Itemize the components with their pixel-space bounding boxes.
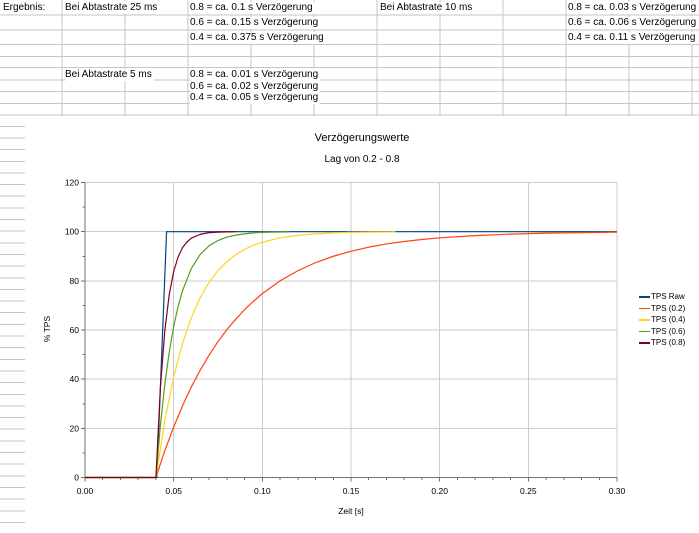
- legend-line-icon: [639, 342, 650, 344]
- y-axis-title: % TPS: [42, 315, 52, 343]
- cell-lag04-10ms[interactable]: 0.4 = ca. 0.11 s Verzögerung: [568, 32, 698, 44]
- legend-line-icon: [639, 307, 650, 309]
- cell-lag08-25ms[interactable]: 0.8 = ca. 0.1 s Verzögerung: [190, 2, 315, 14]
- legend-line-icon: [639, 296, 650, 298]
- legend-label: TPS (0.8): [651, 338, 686, 348]
- legend-item-tps-04: TPS (0.4): [639, 314, 685, 326]
- legend-item-tps-06: TPS (0.6): [639, 326, 685, 338]
- x-axis-title: Zeit [s]: [338, 506, 364, 516]
- legend-label: TPS (0.4): [651, 315, 686, 325]
- cell-lag06-10ms[interactable]: 0.6 = ca. 0.06 s Verzögerung: [568, 17, 699, 29]
- chart-subtitle: Lag von 0.2 - 0.8: [324, 154, 400, 165]
- series-line-TPS (0.2): [85, 231, 618, 479]
- x-tick-label: 0.15: [343, 486, 360, 496]
- series-line-TPS (0.4): [85, 231, 396, 479]
- x-tick-label: 0.00: [77, 486, 94, 496]
- legend-label: TPS (0.2): [651, 303, 686, 313]
- series-line-TPS (0.8): [85, 231, 236, 479]
- y-tick-label: 40: [70, 374, 80, 384]
- cell-lag08-5ms[interactable]: 0.8 = ca. 0.01 s Verzögerung: [190, 68, 321, 81]
- legend-line-icon: [639, 330, 650, 332]
- y-tick-label: 0: [74, 473, 79, 483]
- x-tick-label: 0.10: [254, 486, 271, 496]
- cell-lag04-5ms[interactable]: 0.4 = ca. 0.05 s Verzögerung: [190, 92, 321, 104]
- x-tick-label: 0.30: [609, 486, 626, 496]
- legend-item-tps-08: TPS (0.8): [639, 337, 685, 349]
- x-tick-label: 0.05: [165, 486, 182, 496]
- cell-lag06-25ms[interactable]: 0.6 = ca. 0.15 s Verzögerung: [190, 17, 321, 29]
- cell-lag08-10ms[interactable]: 0.8 = ca. 0.03 s Verzögerung: [568, 2, 699, 14]
- cell-lag06-5ms[interactable]: 0.6 = ca. 0.02 s Verzögerung: [190, 80, 321, 93]
- cell-lag04-25ms[interactable]: 0.4 = ca. 0.375 s Verzögerung: [190, 32, 326, 44]
- cell-abtastrate-10ms[interactable]: Bei Abtastrate 10 ms: [380, 2, 475, 14]
- cell-abtastrate-5ms[interactable]: Bei Abtastrate 5 ms: [65, 68, 154, 81]
- cell-ergebnis-label[interactable]: Ergebnis:: [3, 2, 48, 14]
- y-tick-label: 100: [65, 227, 79, 237]
- cell-abtastrate-25ms[interactable]: Bei Abtastrate 25 ms: [65, 2, 160, 14]
- y-tick-label: 60: [70, 325, 80, 335]
- y-tick-label: 120: [65, 178, 79, 188]
- y-tick-label: 20: [70, 423, 80, 433]
- legend-item-tps-raw: TPS Raw: [639, 291, 685, 303]
- series-line-TPS (0.6): [85, 231, 289, 479]
- legend-item-tps-02: TPS (0.2): [639, 303, 685, 315]
- x-tick-label: 0.25: [520, 486, 537, 496]
- legend-label: TPS (0.6): [651, 326, 686, 336]
- x-tick-label: 0.20: [431, 486, 448, 496]
- legend-label: TPS Raw: [651, 292, 685, 302]
- legend-line-icon: [639, 319, 650, 321]
- y-tick-label: 80: [70, 276, 80, 286]
- chart-legend: TPS Raw TPS (0.2) TPS (0.4) TPS (0.6) TP…: [639, 291, 685, 349]
- chart-title: Verzögerungswerte: [314, 132, 410, 144]
